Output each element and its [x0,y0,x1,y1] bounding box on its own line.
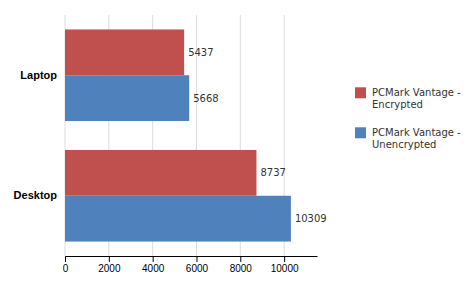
legend-swatch [355,87,366,98]
legend: PCMark Vantage -Encrypted PCMark Vantage … [355,87,461,150]
tick: Desktop [14,189,58,201]
chart: 0 2000 4000 6000 8000 10000 Desktop Laptop 8737 5… [0,0,467,286]
tick-mark [109,256,110,262]
tick-mark [65,256,66,262]
tick-mark [153,256,154,262]
data-label: 8737 [260,167,285,178]
bar [65,196,291,242]
legend-label: PCMark Vantage -Encrypted [372,87,461,110]
tick: 0 [63,256,69,274]
tick-label: 10000 [271,263,299,274]
tick-label: 6000 [186,263,209,274]
tick: 10000 [271,256,299,274]
tick-mark [284,256,285,262]
y-axis: Desktop Laptop [14,69,58,202]
tick: 6000 [186,256,209,274]
legend-item: PCMark Vantage -Encrypted [355,87,461,110]
tick-label: 4000 [142,263,165,274]
tick: 4000 [142,256,165,274]
tick-mark [240,256,241,262]
tick-label: 0 [63,263,69,274]
data-labels: 8737 5437 10309 5668 [188,47,327,224]
plot: 0 2000 4000 6000 8000 10000 Desktop Laptop 8737 5… [14,15,327,274]
tick-label: 8000 [230,263,253,274]
data-label: 5668 [193,93,218,104]
tick: 8000 [230,256,253,274]
tick: 2000 [98,256,121,274]
category-label: Laptop [20,69,57,81]
axis-line [66,256,318,257]
tick-mark [196,256,197,262]
legend-label: PCMark Vantage -Unencrypted [372,127,461,150]
data-label: 5437 [188,47,213,58]
data-label: 10309 [295,213,327,224]
x-axis: 0 2000 4000 6000 8000 10000 [63,256,318,274]
tick: Laptop [20,69,57,81]
tick-label: 2000 [98,263,121,274]
category-label: Desktop [14,189,58,201]
legend-swatch [355,127,366,138]
bars [65,29,291,241]
bar [65,150,256,196]
bar [65,75,189,121]
legend-item: PCMark Vantage -Unencrypted [355,127,461,150]
bar [65,29,184,75]
